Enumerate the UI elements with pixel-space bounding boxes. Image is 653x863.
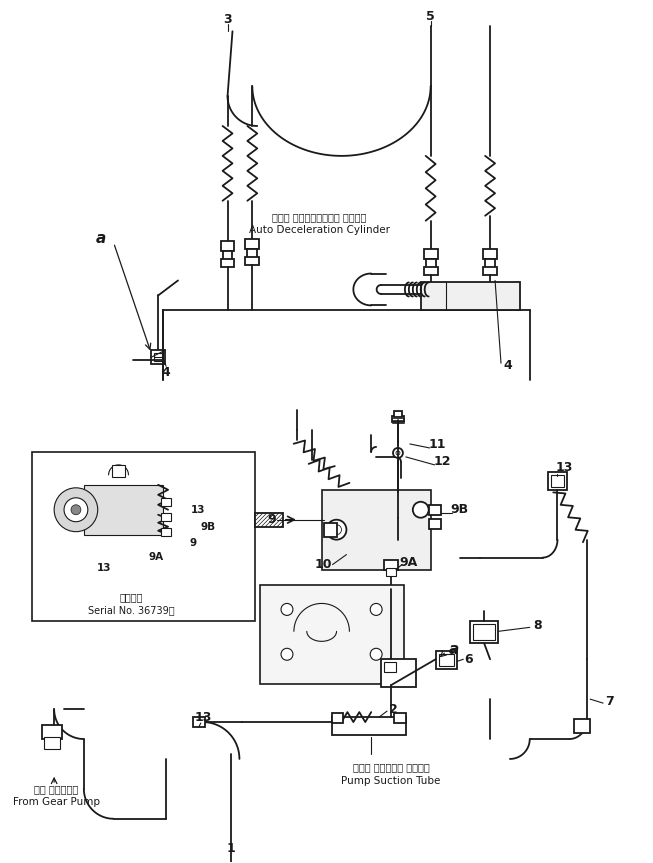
Text: Auto Deceleration Cylinder: Auto Deceleration Cylinder: [249, 224, 390, 235]
Text: 2: 2: [389, 702, 398, 715]
Circle shape: [281, 603, 293, 615]
Text: 3: 3: [223, 13, 232, 26]
Text: 4: 4: [162, 366, 170, 379]
Bar: [44, 737, 60, 749]
Bar: [421, 282, 520, 311]
Bar: [384, 662, 396, 672]
Circle shape: [370, 603, 382, 615]
Circle shape: [332, 525, 342, 535]
Bar: [424, 267, 438, 274]
Text: From Gear Pump: From Gear Pump: [12, 797, 100, 807]
Text: 9A: 9A: [400, 556, 418, 569]
Bar: [42, 725, 62, 739]
Bar: [384, 559, 398, 570]
Text: Serial No. 36739～: Serial No. 36739～: [88, 606, 175, 615]
Text: オート デセラレーション シリンダ: オート デセラレーション シリンダ: [272, 211, 367, 222]
Bar: [332, 717, 406, 735]
Bar: [428, 519, 441, 529]
Bar: [548, 472, 567, 490]
Bar: [332, 713, 343, 723]
Text: 4: 4: [503, 359, 513, 372]
Bar: [84, 485, 163, 535]
Bar: [324, 523, 336, 537]
Bar: [550, 475, 564, 487]
Text: 9: 9: [189, 538, 197, 548]
Text: 11: 11: [429, 438, 447, 451]
Text: 13: 13: [556, 462, 573, 475]
Bar: [381, 659, 416, 687]
Circle shape: [54, 488, 98, 532]
Bar: [154, 353, 162, 362]
Text: 5: 5: [426, 9, 435, 22]
Text: 7: 7: [605, 695, 613, 708]
Circle shape: [71, 505, 81, 514]
Circle shape: [326, 520, 347, 539]
Bar: [246, 256, 259, 265]
Circle shape: [413, 501, 428, 518]
Text: 6: 6: [464, 652, 473, 665]
Text: a: a: [95, 231, 106, 246]
Bar: [161, 513, 171, 520]
Bar: [386, 568, 396, 576]
Text: a: a: [449, 642, 458, 657]
Bar: [255, 513, 283, 526]
Bar: [161, 498, 171, 506]
Text: 8: 8: [534, 619, 542, 632]
Text: Pump Suction Tube: Pump Suction Tube: [342, 776, 441, 786]
Bar: [247, 249, 257, 259]
Bar: [394, 713, 406, 723]
Bar: [436, 652, 457, 669]
Text: 適用号機: 適用号機: [119, 593, 143, 602]
Bar: [428, 505, 441, 514]
Bar: [246, 239, 259, 249]
Bar: [161, 527, 171, 536]
Bar: [473, 624, 495, 640]
Circle shape: [281, 648, 293, 660]
Bar: [322, 490, 430, 570]
Bar: [485, 259, 495, 268]
Bar: [223, 250, 232, 261]
Text: 9B: 9B: [451, 503, 468, 516]
Text: 12: 12: [434, 456, 451, 469]
Text: 13: 13: [194, 710, 212, 723]
Bar: [33, 452, 255, 621]
Circle shape: [396, 451, 400, 455]
Bar: [439, 654, 454, 666]
Text: 9B: 9B: [200, 522, 215, 532]
Text: 10: 10: [315, 558, 332, 571]
Text: 13: 13: [97, 563, 111, 572]
Bar: [221, 259, 234, 267]
Bar: [483, 267, 497, 274]
Circle shape: [393, 448, 403, 458]
Bar: [394, 411, 402, 417]
Text: 1: 1: [226, 842, 235, 855]
Bar: [575, 719, 590, 733]
Bar: [483, 249, 497, 259]
Bar: [470, 621, 498, 643]
Bar: [424, 249, 438, 259]
Text: 13: 13: [191, 505, 205, 514]
Bar: [426, 259, 436, 268]
Bar: [151, 350, 165, 364]
Bar: [392, 416, 404, 422]
Text: ポンプ サクション チューブ: ポンプ サクション チューブ: [353, 762, 430, 772]
Bar: [193, 717, 205, 727]
Text: 9A: 9A: [149, 551, 164, 562]
Bar: [112, 465, 125, 477]
Text: ギヤ ポンプから: ギヤ ポンプから: [34, 784, 78, 794]
Bar: [221, 241, 234, 250]
Bar: [261, 584, 404, 684]
Text: 9: 9: [268, 513, 276, 526]
Circle shape: [64, 498, 88, 522]
Circle shape: [370, 648, 382, 660]
